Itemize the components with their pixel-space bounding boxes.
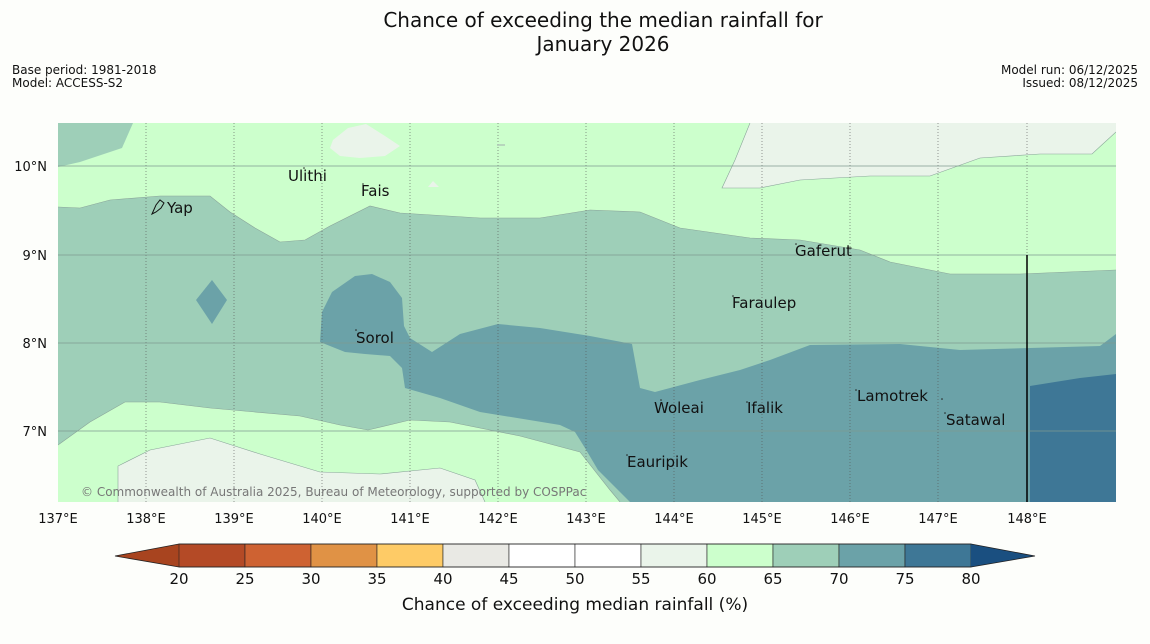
lon-label: 139°E: [214, 512, 254, 527]
colorbar-segment: [244, 543, 312, 568]
colorbar-ticks: 20 25 30 35 40 45 50 55 60 65 70 75 80: [169, 570, 980, 588]
contour-55-60-northeast: [722, 123, 1116, 188]
lon-label: 140°E: [302, 512, 342, 527]
colorbar-segment: [904, 543, 972, 568]
colorbar-segment: [376, 543, 444, 568]
longitude-labels: 137°E 138°E 139°E 140°E 141°E 142°E 143°…: [38, 512, 1047, 527]
title-line-1: Chance of exceeding the median rainfall …: [383, 8, 823, 32]
label-ulithi: Ulithi: [288, 167, 327, 185]
model-name: Model: ACCESS-S2: [12, 76, 124, 90]
lat-label: 8°N: [23, 337, 48, 352]
contour-75-80: [1030, 374, 1116, 502]
lon-label: 146°E: [830, 512, 870, 527]
lon-label: 138°E: [126, 512, 166, 527]
colorbar: [114, 543, 1036, 568]
colorbar-low-extension: [115, 544, 179, 567]
colorbar-segment: [838, 543, 906, 568]
label-satawal: Satawal: [946, 411, 1005, 429]
colorbar-tick: 55: [631, 570, 650, 588]
metadata-right: Model run: 06/12/2025 Issued: 08/12/2025: [1001, 64, 1138, 90]
colorbar-tick: 20: [169, 570, 188, 588]
colorbar-segment: [310, 543, 378, 568]
lon-label: 142°E: [478, 512, 518, 527]
contour-55-60-dot: [428, 181, 439, 187]
contour-55-60-small: [330, 124, 400, 158]
lat-label: 10°N: [14, 160, 47, 175]
map-title: Chance of exceeding the median rainfall …: [0, 8, 1150, 56]
colorbar-high-extension: [971, 544, 1035, 567]
latitude-gridlines: [58, 165, 1116, 432]
lon-label: 143°E: [566, 512, 606, 527]
contour-70-75-small: [196, 280, 227, 324]
contour-65-70-corner: [58, 123, 133, 167]
colorbar-tick: 25: [235, 570, 254, 588]
label-eauripik: Eauripik: [627, 453, 688, 471]
lat-label: 7°N: [23, 425, 48, 440]
colorbar-tick: 35: [367, 570, 386, 588]
colorbar-label: Chance of exceeding median rainfall (%): [402, 595, 748, 615]
label-woleai: Woleai: [654, 399, 704, 417]
label-fais: Fais: [361, 182, 390, 200]
contour-55-60-south: [118, 438, 485, 502]
lon-label: 141°E: [390, 512, 430, 527]
copyright-credit: © Commonwealth of Australia 2025, Bureau…: [81, 485, 586, 499]
lon-label: 145°E: [742, 512, 782, 527]
label-yap: Yap: [166, 199, 193, 217]
colorbar-segment: [640, 543, 708, 568]
colorbar-tick: 60: [697, 570, 716, 588]
label-sorol: Sorol: [356, 329, 394, 347]
lon-label: 137°E: [38, 512, 78, 527]
metadata-left: Base period: 1981-2018 Model: ACCESS-S2: [12, 64, 157, 90]
rainfall-contours: [58, 123, 1116, 502]
base-period: Base period: 1981-2018: [12, 63, 157, 77]
lon-label: 147°E: [918, 512, 958, 527]
latitude-labels: 10°N 9°N 8°N 7°N: [14, 160, 47, 440]
colorbar-segment: [442, 543, 510, 568]
colorbar-tick: 65: [763, 570, 782, 588]
colorbar-segment: [508, 543, 576, 568]
colorbar-segment: [178, 543, 246, 568]
colorbar-tick: 50: [565, 570, 584, 588]
label-gaferut: Gaferut: [795, 242, 852, 260]
colorbar-tick: 70: [829, 570, 848, 588]
label-ifalik: Ifalik: [747, 399, 783, 417]
colorbar-tick: 30: [301, 570, 320, 588]
colorbar-segment: [706, 543, 774, 568]
colorbar-tick: 75: [895, 570, 914, 588]
colorbar-segment: [574, 543, 642, 568]
lon-label: 144°E: [654, 512, 694, 527]
colorbar-tick: 80: [961, 570, 980, 588]
label-faraulep: Faraulep: [732, 294, 796, 312]
lat-label: 9°N: [23, 249, 48, 264]
contour-edges: [58, 123, 1116, 502]
lon-label: 148°E: [1007, 512, 1047, 527]
title-line-2: January 2026: [536, 32, 670, 56]
colorbar-tick: 40: [433, 570, 452, 588]
island-dots: [303, 167, 946, 456]
yap-island-shape: [150, 199, 165, 216]
model-run: Model run: 06/12/2025: [1000, 63, 1138, 77]
label-lamotrek: Lamotrek: [857, 387, 928, 405]
colorbar-tick: 45: [499, 570, 518, 588]
colorbar-segment: [772, 543, 840, 568]
issued-date: Issued: 08/12/2025: [1022, 76, 1138, 90]
contour-70-75: [320, 274, 1116, 502]
